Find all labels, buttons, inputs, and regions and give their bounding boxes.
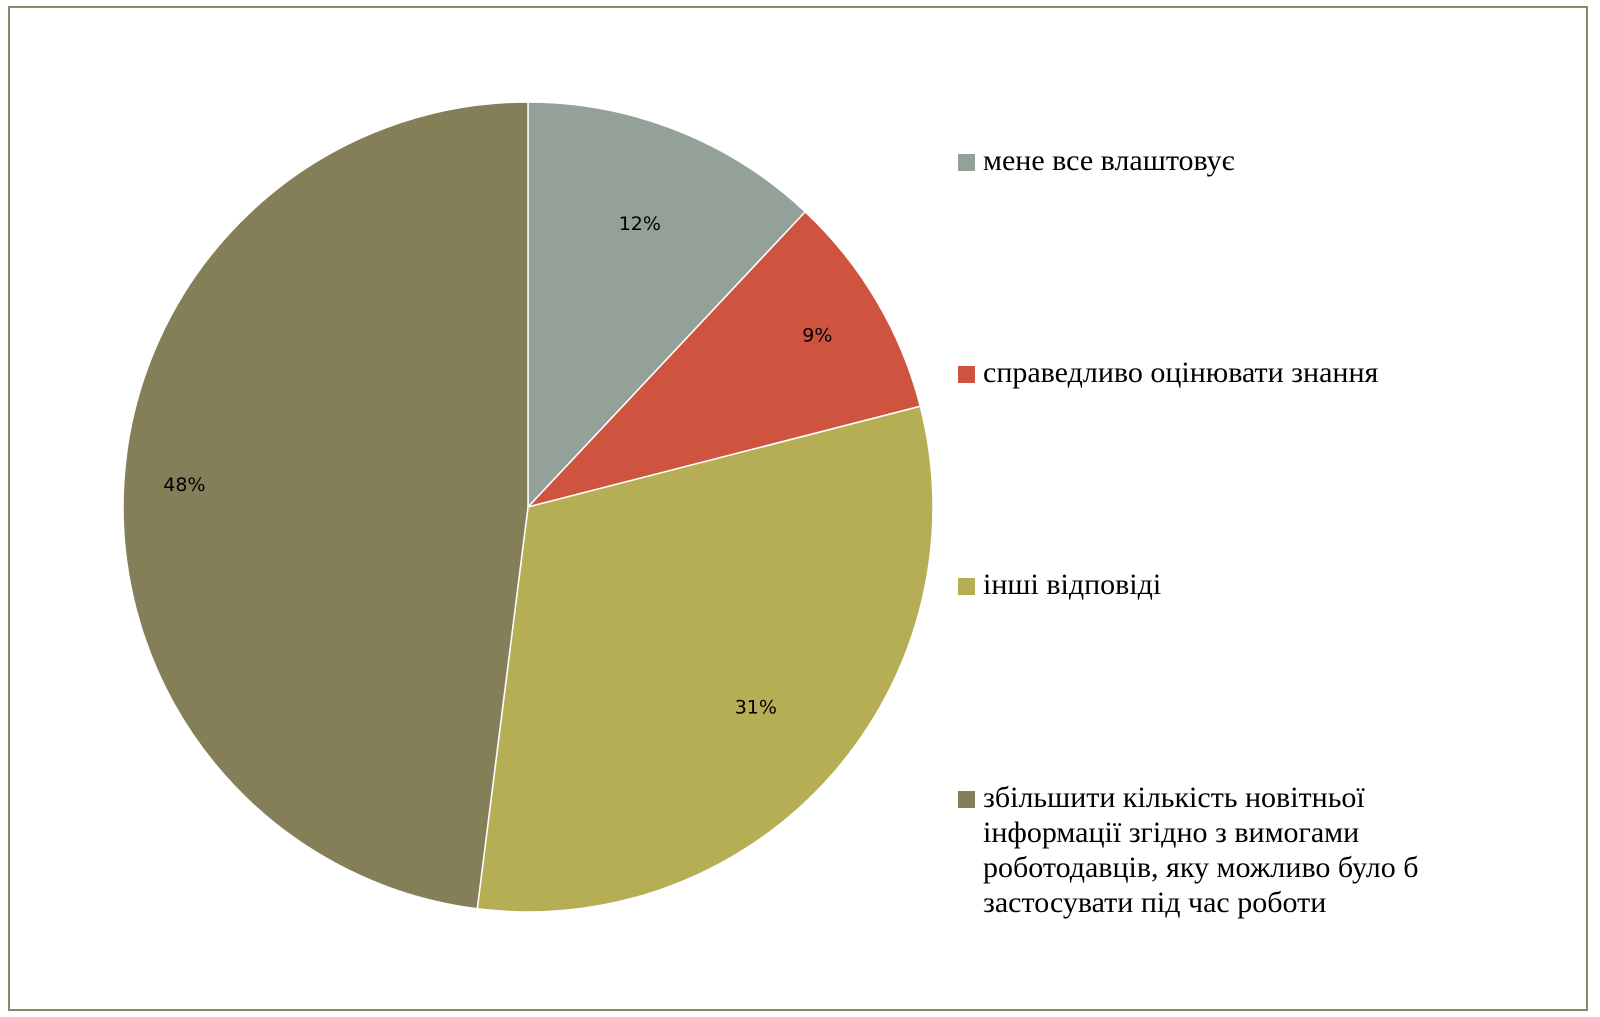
legend-item-increase-info: збільшити кількість новітньої інформації… <box>958 780 1503 920</box>
data-label-all-satisfied: 12% <box>619 213 661 235</box>
legend-label-all-satisfied: мене все влаштовує <box>983 144 1235 177</box>
legend-item-all-satisfied: мене все влаштовує <box>958 143 1543 178</box>
legend-item-other-answers: інші відповіді <box>958 567 1543 602</box>
legend-swatch-increase-info <box>958 791 975 808</box>
legend-label-other-answers: інші відповіді <box>983 568 1162 601</box>
pie-slice-increase-info <box>122 101 529 910</box>
pie-chart: 12% 9% 31% 48% <box>122 101 934 913</box>
legend-label-fair-assessment: справедливо оцінювати знання <box>983 356 1379 389</box>
pie-slice-fair-assessment <box>525 210 922 509</box>
pie-slice-all-satisfied <box>527 101 807 509</box>
legend-swatch-other-answers <box>958 578 975 595</box>
data-label-fair-assessment: 9% <box>802 324 832 346</box>
chart-frame: 12% 9% 31% 48% мене все влаштовує справедли… <box>8 6 1588 1011</box>
legend-label-increase-info: збільшити кількість новітньої інформації… <box>983 781 1419 919</box>
data-label-other-answers: 31% <box>735 696 777 718</box>
legend-item-fair-assessment: справедливо оцінювати знання <box>958 355 1543 390</box>
pie-slice-other-answers <box>476 405 934 913</box>
legend-swatch-all-satisfied <box>958 154 975 171</box>
data-label-increase-info: 48% <box>163 474 205 496</box>
legend-swatch-fair-assessment <box>958 366 975 383</box>
